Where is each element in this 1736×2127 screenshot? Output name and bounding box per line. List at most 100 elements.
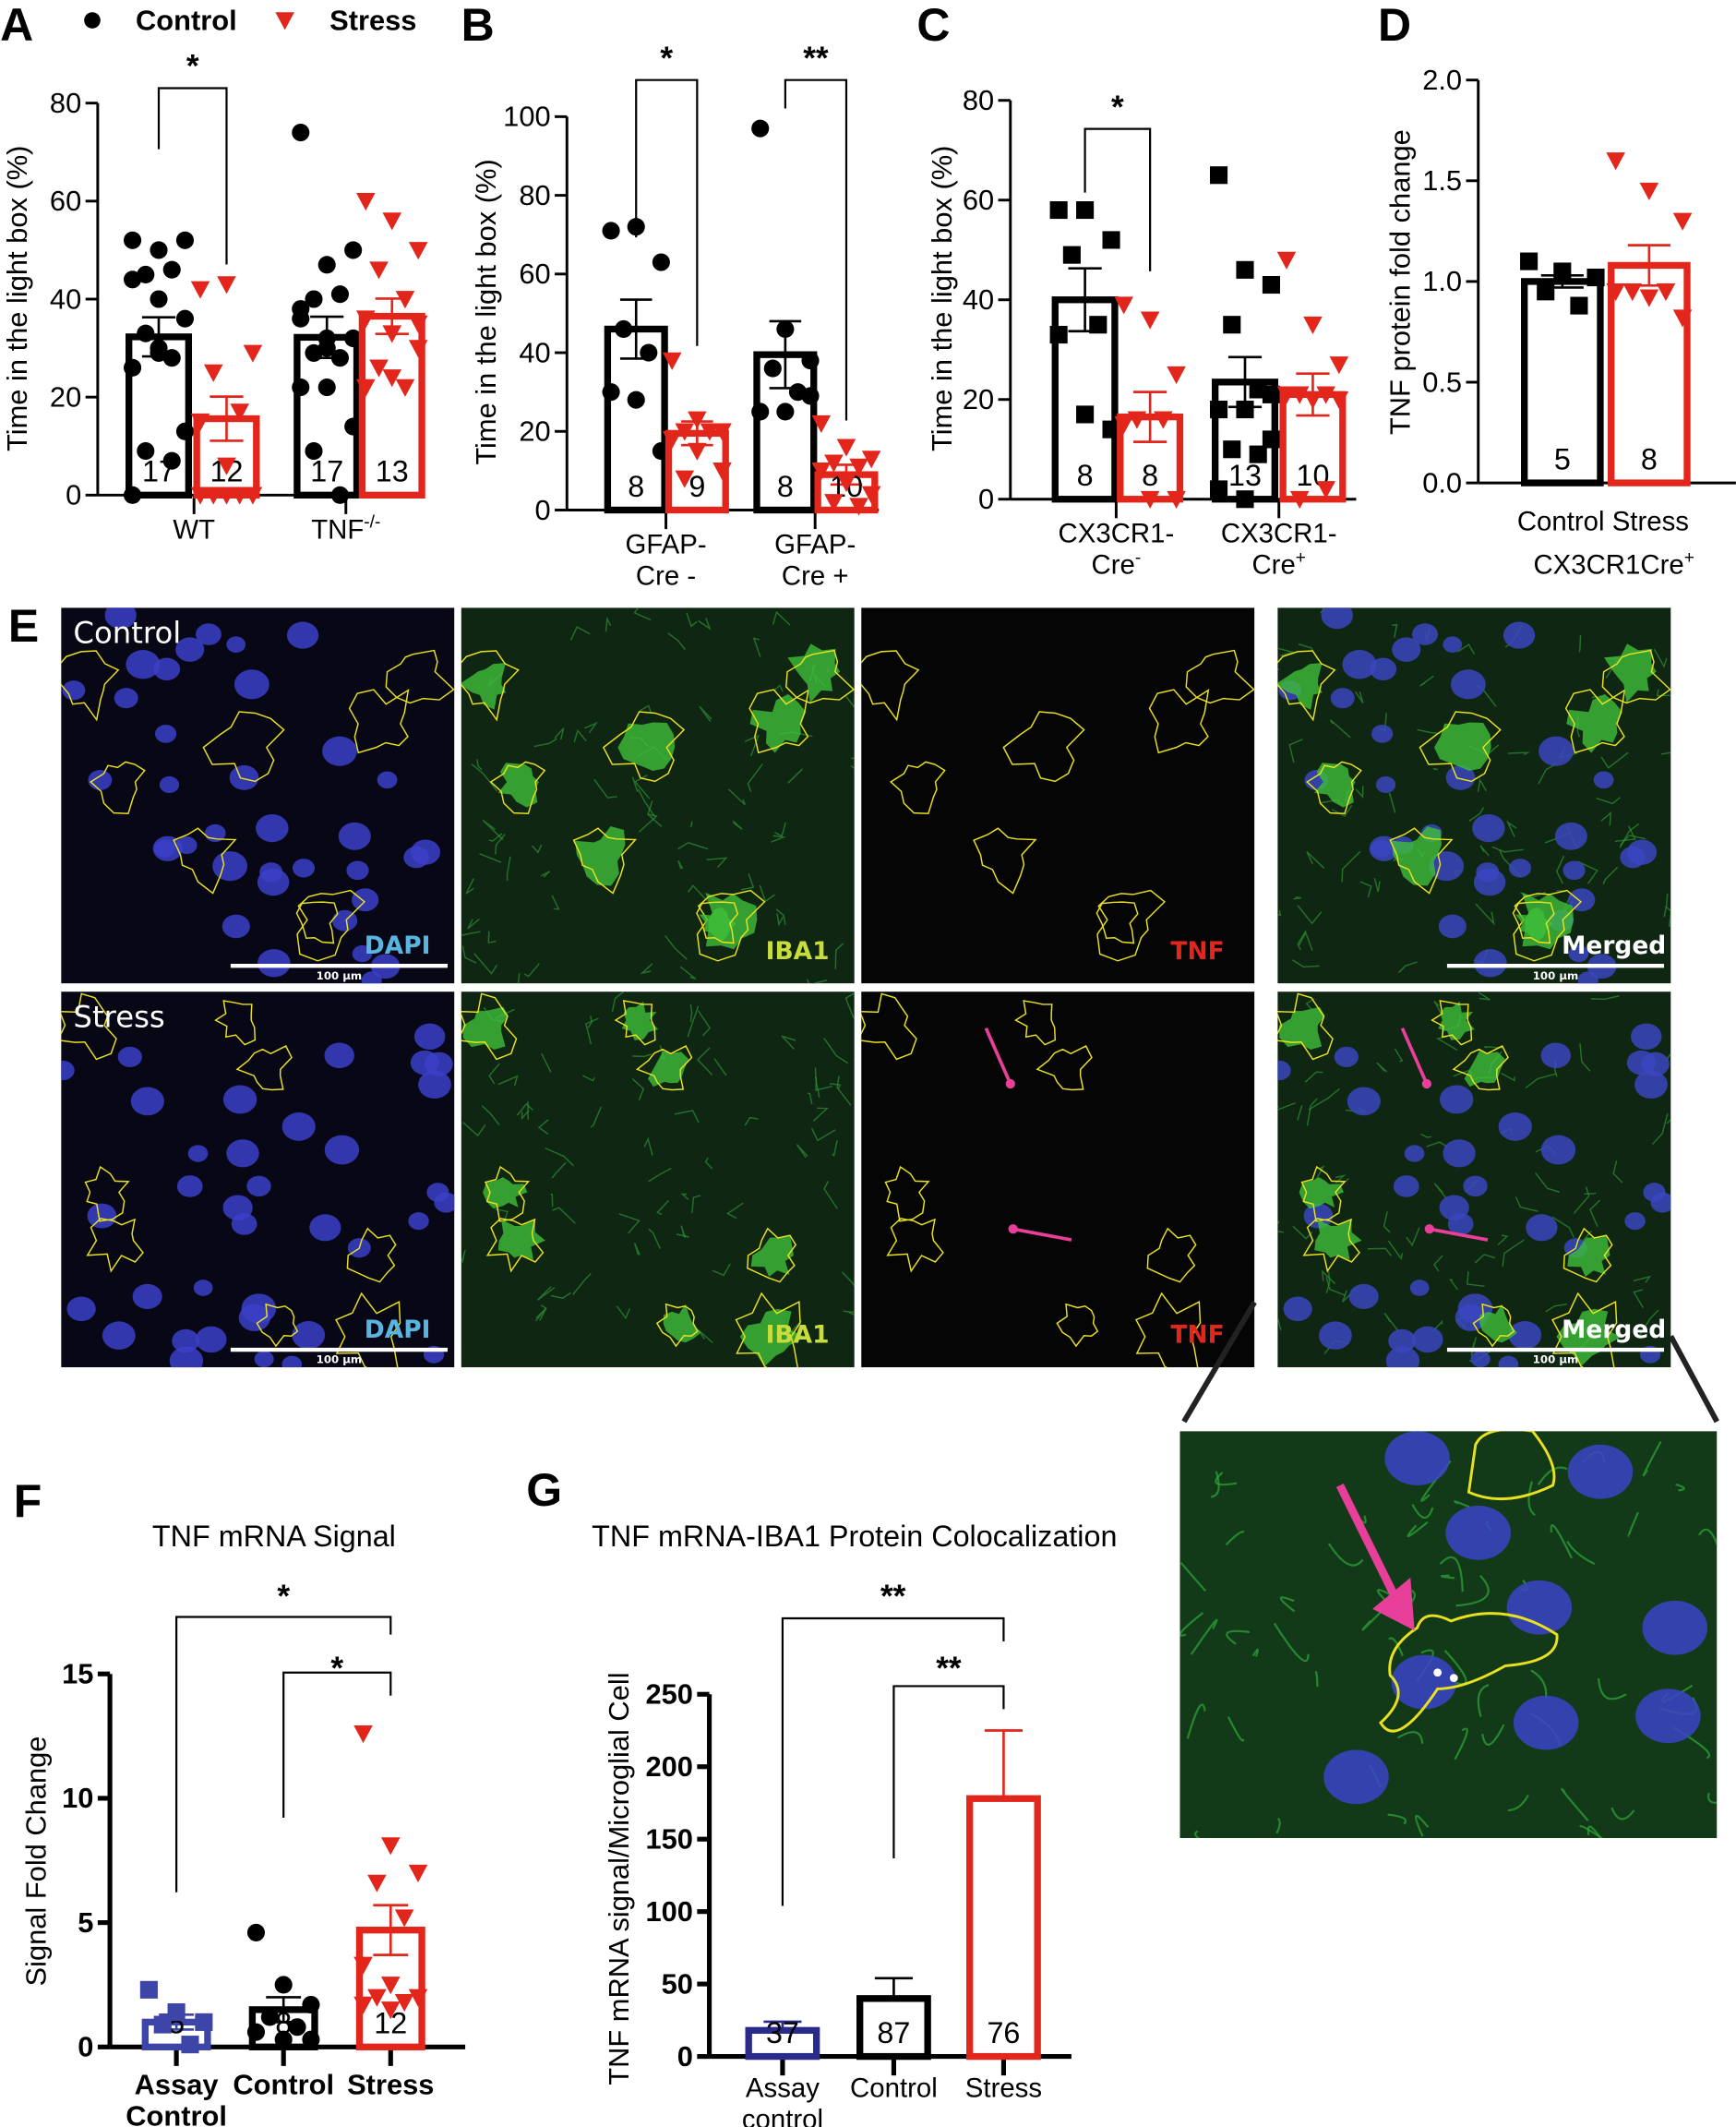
process-fiber [810, 1127, 836, 1142]
cell-outline [747, 1227, 797, 1283]
data-point [382, 369, 402, 388]
micrograph-control-merged: Merged 100 µm [1277, 607, 1671, 984]
data-point [1570, 296, 1588, 315]
process-fiber [1457, 643, 1476, 655]
data-point [150, 339, 168, 357]
data-point [602, 383, 620, 402]
process-fiber [664, 934, 688, 960]
cell-outline [1431, 1000, 1473, 1046]
category-text: Cre - [636, 560, 696, 591]
nucleus [1630, 1023, 1662, 1051]
nucleus [1342, 650, 1377, 679]
process-fiber [590, 1106, 603, 1128]
legend-marker-control [84, 12, 101, 29]
condition-label: Stress [73, 999, 164, 1034]
nucleus [1568, 888, 1596, 912]
channel-label: IBA1 [766, 937, 830, 966]
nucleus [1503, 621, 1536, 649]
microglia-cell [1603, 643, 1657, 703]
process-fiber [495, 834, 506, 855]
process-fiber [1306, 850, 1325, 870]
nucleus [1443, 1139, 1476, 1168]
process-fiber [823, 1038, 849, 1064]
process-fiber [686, 612, 698, 628]
process-fiber [674, 1110, 700, 1124]
data-point [292, 300, 310, 318]
data-point [751, 403, 770, 421]
microglia-cell [1438, 1001, 1475, 1040]
process-fiber [844, 694, 855, 709]
process-fiber [1656, 689, 1670, 697]
process-fiber [676, 1233, 689, 1238]
process-fiber [697, 1010, 712, 1037]
cell-outline [1096, 889, 1166, 962]
data-point [640, 343, 658, 362]
bar-assay-control: 37 [745, 2016, 820, 2061]
process-fiber [1653, 648, 1668, 668]
process-fiber [1507, 1794, 1529, 1812]
process-fiber [726, 1202, 744, 1220]
process-fiber [829, 1083, 842, 1090]
process-fiber [461, 945, 477, 964]
cell-outline [735, 1292, 801, 1368]
cell-outline [602, 711, 686, 783]
process-fiber [1467, 1271, 1485, 1288]
process-fiber [698, 618, 712, 631]
microglia-cell [1479, 1304, 1517, 1343]
nucleus [246, 1175, 271, 1197]
data-point [688, 442, 707, 461]
micrograph-background [1179, 1431, 1718, 1839]
x-category-label: Control Stress [1517, 507, 1689, 537]
process-fiber [1194, 1830, 1201, 1839]
process-fiber [1387, 1813, 1407, 1825]
process-fiber [1388, 792, 1396, 813]
n-label: 8 [275, 2007, 292, 2040]
data-point [292, 123, 310, 142]
process-fiber [1325, 1271, 1331, 1293]
process-fiber [843, 1310, 855, 1314]
process-fiber [689, 821, 693, 828]
cell-outline [1551, 1292, 1618, 1368]
y-tick-label: 40 [963, 283, 994, 316]
process-fiber [1566, 1540, 1596, 1566]
process-fiber [517, 973, 521, 984]
process-fiber [1341, 850, 1361, 883]
data-point [230, 403, 249, 422]
y-tick-label: 20 [519, 415, 550, 448]
bar-control: 87 [856, 1977, 931, 2061]
nucleus [257, 949, 291, 978]
process-fiber [771, 835, 786, 843]
process-fiber [1477, 777, 1488, 792]
significance-bracket [635, 78, 699, 346]
process-fiber [465, 878, 474, 895]
process-fiber [1392, 623, 1398, 638]
nucleus [87, 1203, 117, 1229]
data-point [1276, 251, 1297, 270]
y-tick-label: 40 [50, 282, 81, 315]
process-fiber [1665, 906, 1671, 928]
bar-stress: 76 [966, 1729, 1041, 2061]
nucleus [1463, 1175, 1488, 1197]
cell-outline [1512, 901, 1555, 944]
data-point [344, 329, 363, 348]
nucleus [408, 1212, 429, 1231]
data-point [1606, 152, 1625, 171]
significance-bracket [892, 1685, 1005, 1859]
chart-panel-g: G TNF mRNA-IBA1 Protein Colocalization TNF… [526, 1464, 1117, 2127]
y-tick-label: 20 [963, 383, 994, 415]
category-text: Cre [1251, 550, 1295, 581]
data-point [124, 486, 142, 504]
process-fiber [1398, 961, 1418, 973]
data-point [162, 451, 181, 470]
data-point [776, 403, 795, 421]
nucleus [187, 1145, 209, 1162]
bar-control: 8 [751, 119, 820, 514]
process-fiber [1484, 1046, 1503, 1049]
microglia-cell [1277, 662, 1323, 710]
process-fiber [1602, 866, 1619, 884]
data-point [1140, 311, 1160, 330]
process-fiber [1454, 1727, 1468, 1760]
legend-marker-stress [275, 12, 294, 30]
y-tick-label: 0 [677, 2040, 693, 2073]
data-point [217, 487, 236, 505]
